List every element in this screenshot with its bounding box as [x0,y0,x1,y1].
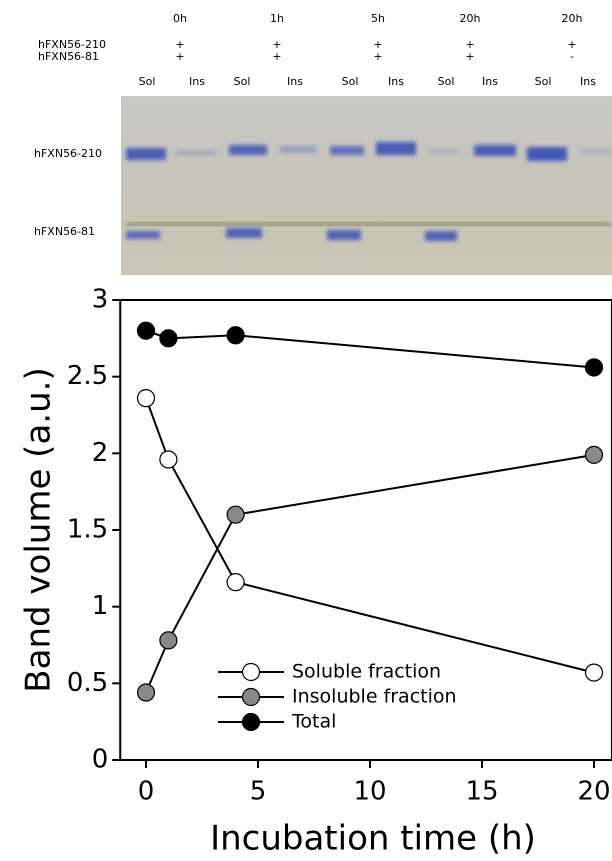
legend-marker [243,714,260,731]
x-tick-label: 0 [138,777,155,807]
band-label: hFXN56-210 [34,147,102,160]
y-axis-label: Band volume (a.u.) [19,367,59,692]
y-tick-label: 1 [92,591,109,621]
lane-label: Ins [482,75,498,88]
series-line [146,455,594,693]
timepoint-label: 0h [173,12,187,25]
series-line [146,331,594,368]
construct-label: hFXN56-81 [38,50,99,63]
x-tick-label: 10 [353,777,386,807]
series-line [146,398,594,672]
data-point [138,322,155,339]
data-point [586,359,603,376]
lane-label: Sol [139,75,156,88]
page: 0h1h5h20h20hhFXN56-210+++++hFXN56-81++++… [0,0,612,861]
data-point [160,632,177,649]
data-point [586,446,603,463]
x-tick-label: 5 [250,777,267,807]
legend-label: Total [291,711,336,733]
y-tick-label: 0 [92,745,109,775]
y-tick-label: 0.5 [67,668,108,698]
band-label: hFXN56-81 [34,225,95,238]
timepoint-label: 5h [371,12,385,25]
lane-label: Sol [438,75,455,88]
lane-label: Sol [342,75,359,88]
data-point [227,327,244,344]
x-tick-label: 20 [577,777,610,807]
data-point [227,574,244,591]
lane-label: Ins [189,75,205,88]
y-tick-label: 3 [92,285,109,315]
legend-marker [243,689,260,706]
data-point [160,330,177,347]
lane-label: Sol [535,75,552,88]
legend-label: Soluble fraction [292,661,441,683]
presence-mark: + [373,50,382,63]
y-tick-label: 1.5 [67,515,108,545]
y-tick-label: 2 [92,438,109,468]
data-point [160,451,177,468]
x-axis-label: Incubation time (h) [210,819,536,859]
timepoint-label: 1h [270,12,284,25]
timepoint-label: 20h [562,12,583,25]
lane-label: Sol [234,75,251,88]
data-point [586,664,603,681]
lane-label: Ins [580,75,596,88]
data-point [138,684,155,701]
gel-image [121,96,612,275]
legend-marker [243,664,260,681]
timepoint-label: 20h [460,12,481,25]
presence-mark: + [465,50,474,63]
data-point [138,390,155,407]
presence-mark: + [175,50,184,63]
legend-label: Insoluble fraction [292,686,457,708]
presence-mark: - [570,50,574,63]
x-tick-label: 15 [465,777,498,807]
presence-mark: + [272,50,281,63]
figure: 0h1h5h20h20hhFXN56-210+++++hFXN56-81++++… [0,0,612,861]
y-tick-label: 2.5 [67,361,108,391]
lane-label: Ins [287,75,303,88]
data-point [227,506,244,523]
line-chart: 0 0.5 1 1.5 2 2.5 3 0 5 10 15 20 Incubation time (h)… [19,285,612,859]
lane-label: Ins [388,75,404,88]
